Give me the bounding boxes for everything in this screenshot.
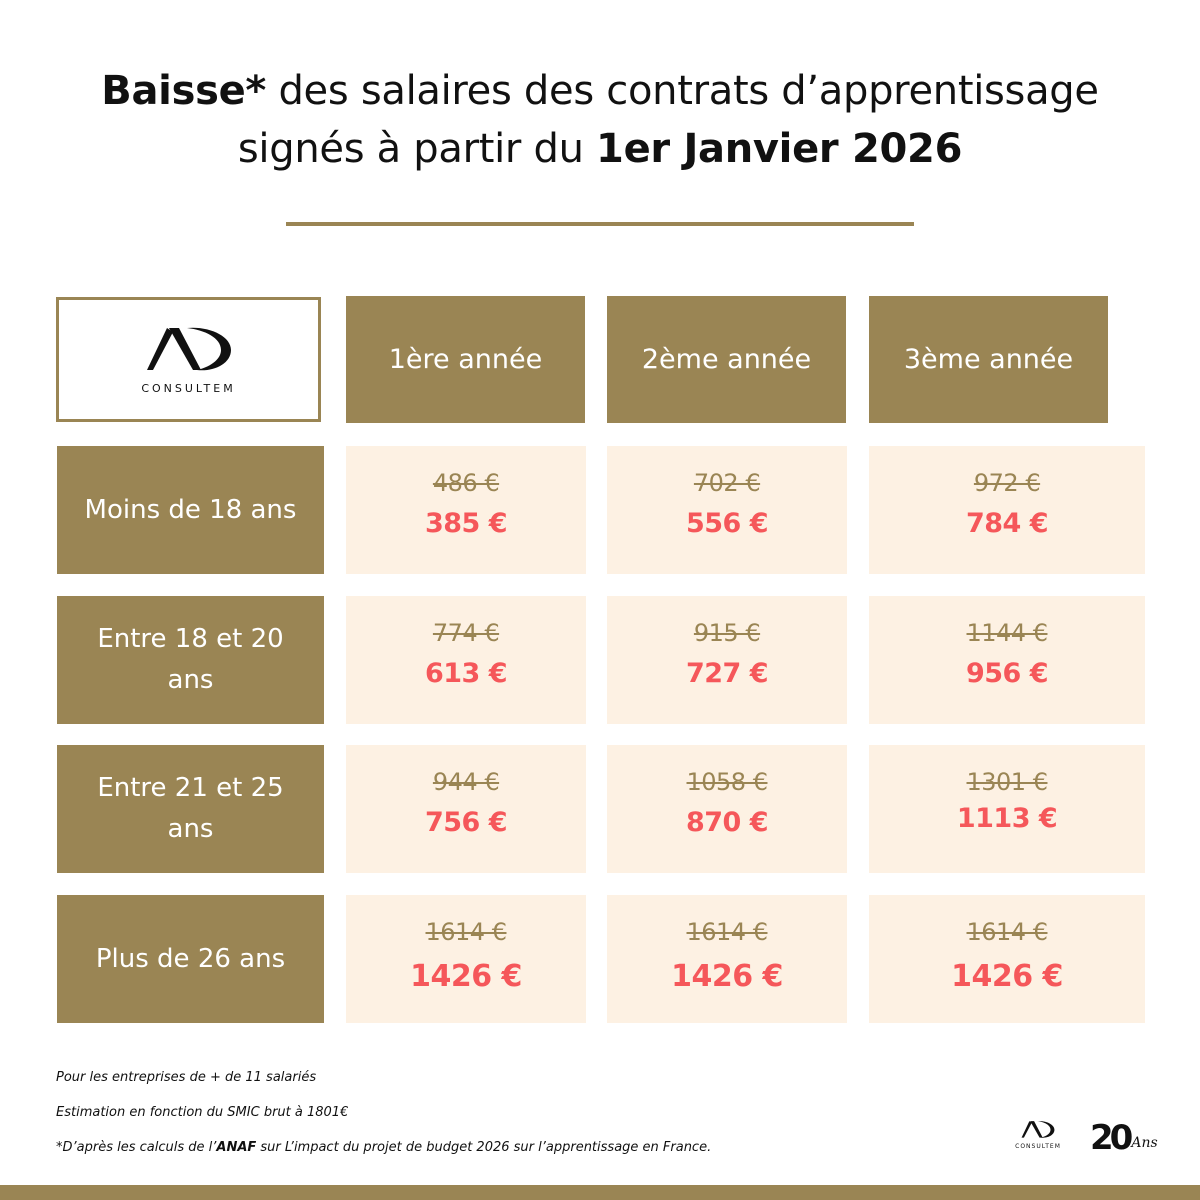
row-header-18-20: Entre 18 et 20 ans — [57, 596, 324, 724]
title-divider — [286, 222, 914, 226]
old-salary: 944 € — [432, 768, 500, 796]
brand-logo-box: CONSULTEM — [56, 297, 321, 422]
new-salary: 870 € — [685, 807, 769, 838]
salary-cell: 1144 € 956 € — [869, 596, 1145, 724]
old-salary: 1144 € — [966, 619, 1048, 647]
old-salary: 1058 € — [686, 768, 768, 796]
bottom-bar — [0, 1185, 1200, 1200]
old-salary: 972 € — [973, 469, 1041, 497]
old-salary: 1301 € — [966, 768, 1048, 796]
salary-cell: 972 € 784 € — [869, 446, 1145, 574]
salary-cell: 774 € 613 € — [346, 596, 586, 724]
title-date: 1er Janvier 2026 — [596, 126, 963, 172]
old-salary: 915 € — [693, 619, 761, 647]
new-salary: 1426 € — [410, 959, 522, 994]
new-salary: 727 € — [685, 658, 769, 689]
title-emphasis: Baisse* — [101, 68, 267, 114]
old-salary: 1614 € — [966, 918, 1048, 946]
row-header-under-18: Moins de 18 ans — [57, 446, 324, 574]
salary-cell: 702 € 556 € — [607, 446, 847, 574]
anniversary-badge: 20 Ans — [1090, 1116, 1162, 1160]
new-salary: 1426 € — [671, 959, 783, 994]
salary-cell: 1301 € 1113 € — [869, 745, 1145, 873]
salary-cell: 486 € 385 € — [346, 446, 586, 574]
new-salary: 1113 € — [956, 803, 1058, 834]
footer-brand-name: CONSULTEM — [1015, 1143, 1061, 1150]
old-salary: 774 € — [432, 619, 500, 647]
old-salary: 486 € — [432, 469, 500, 497]
salary-cell: 1614 € 1426 € — [346, 895, 586, 1023]
footer-brand-logo: CONSULTEM — [1010, 1118, 1066, 1158]
brand-name: CONSULTEM — [141, 382, 236, 395]
new-salary: 556 € — [685, 508, 769, 539]
old-salary: 702 € — [693, 469, 761, 497]
column-header-year-1: 1ère année — [346, 296, 585, 423]
footnote-smic: Estimation en fonction du SMIC brut à 18… — [56, 1105, 349, 1120]
old-salary: 1614 € — [425, 918, 507, 946]
row-header-over-26: Plus de 26 ans — [57, 895, 324, 1023]
title-line-2: signés à partir du 1er Janvier 2026 — [237, 126, 963, 172]
salary-cell: 1058 € 870 € — [607, 745, 847, 873]
new-salary: 756 € — [424, 807, 508, 838]
salary-cell: 1614 € 1426 € — [869, 895, 1145, 1023]
ad-monogram-icon — [146, 327, 231, 371]
ad-monogram-icon — [1021, 1121, 1055, 1138]
salary-cell: 944 € 756 € — [346, 745, 586, 873]
salary-cell: 915 € 727 € — [607, 596, 847, 724]
column-header-year-2: 2ème année — [607, 296, 846, 423]
column-header-year-3: 3ème année — [869, 296, 1108, 423]
footnote-company-size: Pour les entreprises de + de 11 salariés — [56, 1070, 317, 1085]
page-title: Baisse* des salaires des contrats d’appr… — [0, 62, 1200, 178]
old-salary: 1614 € — [686, 918, 768, 946]
footnote-source: *D’après les calculs de l’ANAF sur L’imp… — [56, 1140, 712, 1155]
footnotes: Pour les entreprises de + de 11 salariés… — [56, 1068, 711, 1173]
new-salary: 385 € — [424, 508, 508, 539]
new-salary: 784 € — [965, 508, 1049, 539]
new-salary: 1426 € — [951, 959, 1063, 994]
salary-cell: 1614 € 1426 € — [607, 895, 847, 1023]
new-salary: 956 € — [965, 658, 1049, 689]
anniversary-number: 20 — [1090, 1118, 1133, 1158]
anniversary-word: Ans — [1131, 1135, 1158, 1151]
row-header-21-25: Entre 21 et 25 ans — [57, 745, 324, 873]
title-line-1: Baisse* des salaires des contrats d’appr… — [101, 68, 1099, 114]
new-salary: 613 € — [424, 658, 508, 689]
